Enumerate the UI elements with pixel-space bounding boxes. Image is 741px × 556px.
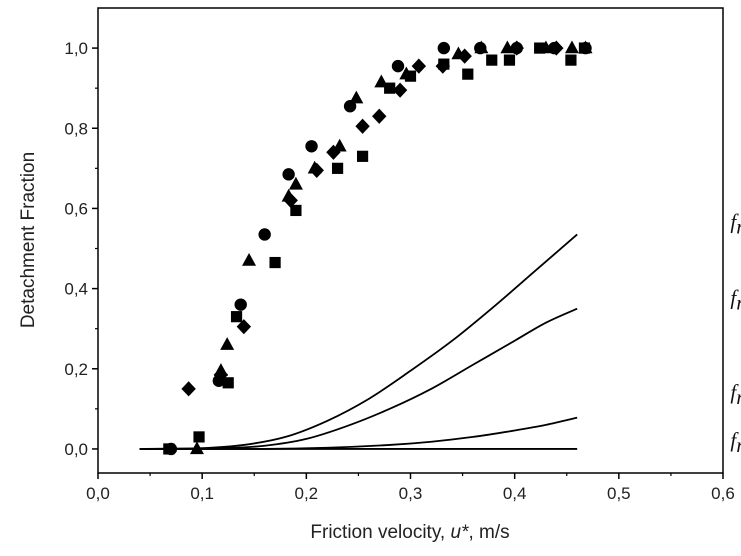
model-curves (139, 233, 578, 450)
curve-label-subscript: r (736, 214, 741, 238)
curve-label-symbol: f (730, 286, 739, 310)
curve-label-subscript: r (736, 433, 741, 457)
diamond-point (392, 82, 408, 98)
y-tick-label: 0,2 (64, 360, 88, 379)
diamond-point (411, 58, 427, 74)
curve-label: fr = 600 (730, 286, 741, 315)
x-tick-label: 0,6 (711, 484, 735, 503)
circle-point (437, 41, 451, 55)
x-axis-title-symbol: u* (450, 522, 469, 543)
square-point (534, 42, 546, 54)
y-tick-label: 1,0 (64, 39, 88, 58)
triangle-point (220, 337, 235, 350)
circle-point (282, 168, 295, 181)
triangle-point (288, 176, 303, 190)
diamond-point (236, 319, 252, 335)
square-point (356, 150, 369, 162)
circle-point (258, 228, 271, 241)
square-point (163, 443, 175, 455)
y-axis-title: Detachment Fraction (18, 152, 39, 328)
diamond-point (326, 144, 341, 160)
diamond-point (549, 40, 564, 56)
diamond-point (509, 40, 524, 56)
y-tick-label: 0,8 (64, 119, 88, 138)
square-point (486, 54, 498, 66)
x-tick-label: 0,0 (86, 484, 110, 503)
square-point (193, 431, 205, 443)
square-point (565, 54, 577, 66)
y-tick-label: 0,4 (64, 280, 88, 299)
x-axis: 0,0 0,1 0,2 0,3 0,4 0,5 0,6 (86, 473, 735, 503)
triangle-point (474, 40, 489, 54)
circle-point (234, 298, 247, 311)
x-tick-label: 0,3 (399, 484, 423, 503)
triangle-point (538, 40, 553, 54)
diamond-point (435, 58, 450, 74)
triangle-point (189, 441, 204, 455)
curve-label-symbol: f (730, 380, 739, 404)
curve-annotations: fr = 1,000 fr = 600 fr = 200 fr = 37 (730, 209, 741, 456)
square-point (290, 204, 302, 217)
curve-label-symbol: f (730, 428, 739, 452)
curve-label-symbol: f (730, 209, 739, 233)
diamond-point (181, 381, 196, 397)
square-point (331, 162, 344, 174)
y-tick-label: 0,6 (64, 199, 88, 218)
curve-label: fr = 1,000 (730, 209, 741, 238)
triangle-point (564, 40, 579, 54)
triangle-point (374, 74, 389, 88)
x-tick-label: 0,4 (503, 484, 527, 503)
circle-point (391, 59, 405, 73)
triangle-point (242, 252, 257, 266)
diamond-point (213, 367, 229, 383)
model-curve (139, 233, 578, 450)
curve-label: fr = 37 (730, 428, 741, 457)
triangle-point (500, 40, 515, 54)
data-points (163, 40, 593, 456)
square-point (503, 54, 516, 66)
curve-label-subscript: r (736, 385, 741, 409)
triangle-point (349, 90, 364, 104)
square-point (269, 256, 281, 269)
model-curve (139, 307, 578, 450)
triangle-point (578, 40, 593, 54)
square-point (222, 377, 234, 389)
x-tick-label: 0,2 (295, 484, 319, 503)
x-axis-title: Friction velocity, u*, m/s (310, 522, 509, 543)
diamond-point (457, 48, 472, 64)
diamond-point (309, 162, 324, 178)
diamond-point (372, 108, 387, 124)
y-tick-label: 0,0 (64, 440, 88, 459)
diamond-point (355, 118, 370, 134)
x-tick-label: 0,1 (190, 484, 214, 503)
square-point (384, 82, 396, 94)
square-point (462, 68, 474, 80)
square-point (230, 311, 243, 323)
circle-point (305, 140, 318, 153)
curve-label-subscript: r (736, 291, 741, 315)
x-tick-label: 0,5 (607, 484, 631, 503)
y-axis: 0,0 0,2 0,4 0,6 0,8 1,0 (64, 39, 98, 459)
diamond-point (283, 192, 298, 209)
triangle-point (399, 66, 414, 80)
curve-label: fr = 200 (730, 380, 741, 409)
